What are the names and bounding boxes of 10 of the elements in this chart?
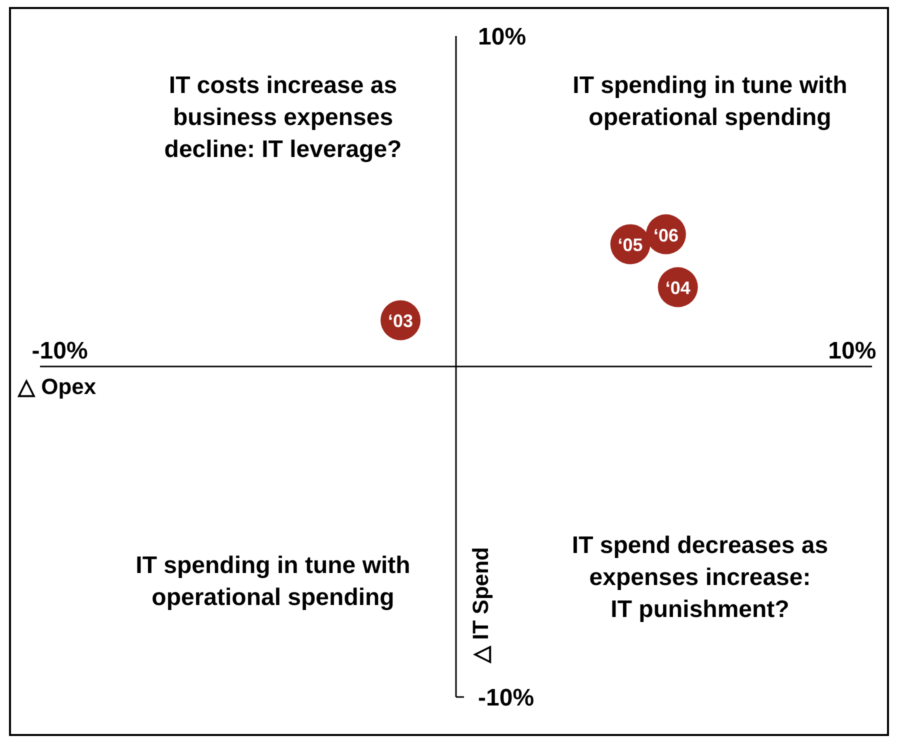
series-label: ‘04 xyxy=(665,278,690,298)
annotation: IT spending in tune with operational spending xyxy=(136,552,410,611)
annotation: IT spending in tune with operational spending xyxy=(572,72,848,131)
y-axis-title: △ IT Spend xyxy=(468,547,493,664)
annotation: IT spend decreases as expenses increase: IT punishment? xyxy=(572,532,828,623)
x-axis-title: △ Opex xyxy=(17,374,97,399)
annotation: IT costs increase as business expenses decline: IT leverage? xyxy=(164,72,402,163)
series-label: ‘03 xyxy=(388,311,414,332)
series-label: ‘05 xyxy=(618,235,643,256)
series-label: ‘06 xyxy=(653,225,678,246)
